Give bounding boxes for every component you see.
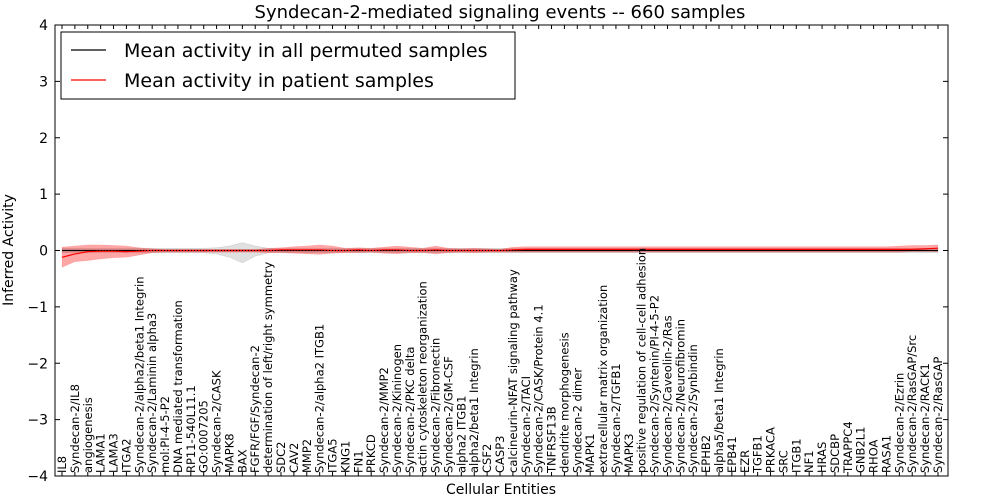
category-label: alpha5/beta1 Integrin [712,348,726,473]
category-label: Syndecan-2/Ezrin [892,373,906,473]
plot-frame [54,24,949,477]
category-label: CASP3 [493,436,507,473]
legend-box [60,31,516,100]
category-label: KNG1 [338,441,352,473]
category-label: MMP2 [300,439,314,473]
category-label: Syndecan-2/Fibronectin [429,338,443,473]
category-label: Syndecan-2/alpha2/beta1 Integrin [132,276,146,473]
category-label: FN1 [351,450,365,473]
category-label: Syndecan-2/Laminin alpha3 [145,313,159,473]
category-label: FGFR/FGF/Syndecan-2 [248,345,262,473]
y-tick-label: −2 [27,356,48,372]
category-label: MAPK1 [583,433,597,473]
category-label: determination of left/right symmetry [261,262,275,473]
category-label: CSF2 [480,444,494,473]
category-label: RHOA [867,440,881,473]
category-label: actin cytoskeleton reorganization [416,281,430,473]
legend-label-patient: Mean activity in patient samples [124,70,434,92]
category-label: ITGA5 [326,438,340,473]
category-label: TRAPPC4 [841,421,855,474]
category-label: IL8 [55,456,69,473]
category-label: alpha2 ITGB1 [454,396,468,473]
category-label: calcineurin-NFAT signaling pathway [506,269,520,473]
category-label: Syndecan-2/IL8 [68,384,82,473]
category-label: Syndecan-2/RACK1 [918,363,932,473]
category-label: Syndecan-2/Syntenin/PI-4-5-P2 [648,295,662,473]
y-tick-label: 1 [39,187,48,203]
category-label: MAPK8 [223,433,237,473]
category-label: TGFB1 [751,435,765,474]
y-tick-label: 3 [39,74,48,90]
chart-title: Syndecan-2-mediated signaling events -- … [255,2,746,23]
legend-label-permuted: Mean activity in all permuted samples [124,40,487,62]
category-label: alpha2/beta1 Integrin [467,348,481,473]
category-label: PRKACA [764,427,778,473]
category-label: Syndecan-2/PKC delta [403,347,417,473]
category-label: EZR [738,450,752,473]
band-series-0 [61,242,939,264]
series-lines [61,247,939,258]
axis-ticks: −4 −3 −2 −1 0 1 2 3 4 [27,18,948,485]
category-label: Syndecan-2/RasGAP/Src [905,335,919,473]
category-label: SRC [776,450,790,473]
category-label: Syndecan-2/MMP2 [377,367,391,473]
category-label: Syndecan-2/GM-CSF [442,356,456,473]
category-label: DNA mediated transformation [171,300,185,473]
category-label: ITGB1 [789,438,803,473]
y-tick-label: 4 [39,18,48,34]
category-label: EPB41 [725,436,739,473]
category-label: EPHB2 [699,435,713,473]
category-label: SDC2 [274,441,288,473]
category-label: SDCBP [828,434,842,473]
category-label: Syndecan-2/Synbindin [686,344,700,473]
legend: Mean activity in all permuted samples Me… [60,31,516,100]
category-label: MAPK3 [622,433,636,473]
y-tick-label: −1 [27,300,48,316]
category-label: dendrite morphogenesis [557,332,571,473]
category-label: angiogenesis [81,397,95,473]
category-label: Syndecan-2/RasGAP [931,357,945,473]
category-label: BAX [235,449,249,473]
y-tick-label: −4 [27,469,48,485]
y-tick-label: 0 [39,244,48,260]
category-label: Syndecan-2/Kininogen [390,344,404,473]
category-label: Syndecan-2/Caveolin-2/Ras [661,315,675,473]
category-label: positive regulation of cell-cell adhesio… [635,248,649,473]
category-label: Syndecan-2 dimer [570,368,584,473]
y-tick-label: 2 [39,131,48,147]
category-label: mol:PI-4-5-P2 [158,396,172,473]
category-label: Syndecan-2/Neurofibromin [673,319,687,473]
x-axis-label: Cellular Entities [446,482,556,498]
category-label: LAMA3 [107,433,121,473]
category-label: NF1 [802,450,816,473]
category-label: GNB2L1 [854,427,868,473]
category-label: extracellular matrix organization [596,285,610,473]
category-label: PRKCD [364,434,378,473]
category-label: ITGA2 [119,438,133,473]
category-label: TNFRSF13B [545,406,559,474]
category-label: Syndecan-2/CASK/Protein 4.1 [532,304,546,473]
category-label: RASA1 [880,435,894,473]
category-labels: IL8Syndecan-2/IL8angiogenesisLAMA1LAMA3I… [55,248,945,474]
category-label: GO:0007205 [197,400,211,473]
category-label: LAMA1 [94,433,108,473]
category-label: CAV2 [287,443,301,473]
category-label: HRAS [815,442,829,473]
category-label: Syndecan-2/CASK [210,370,224,473]
category-label: Syndecan-2/alpha2 ITGB1 [313,324,327,473]
category-label: RP11-540L11.1 [184,385,198,473]
y-tick-label: −3 [27,413,48,429]
category-label: Syndecan-2/TGFB1 [609,363,623,473]
category-label: Syndecan-2/TACI [519,376,533,473]
y-axis-label: Inferred Activity [1,194,17,306]
